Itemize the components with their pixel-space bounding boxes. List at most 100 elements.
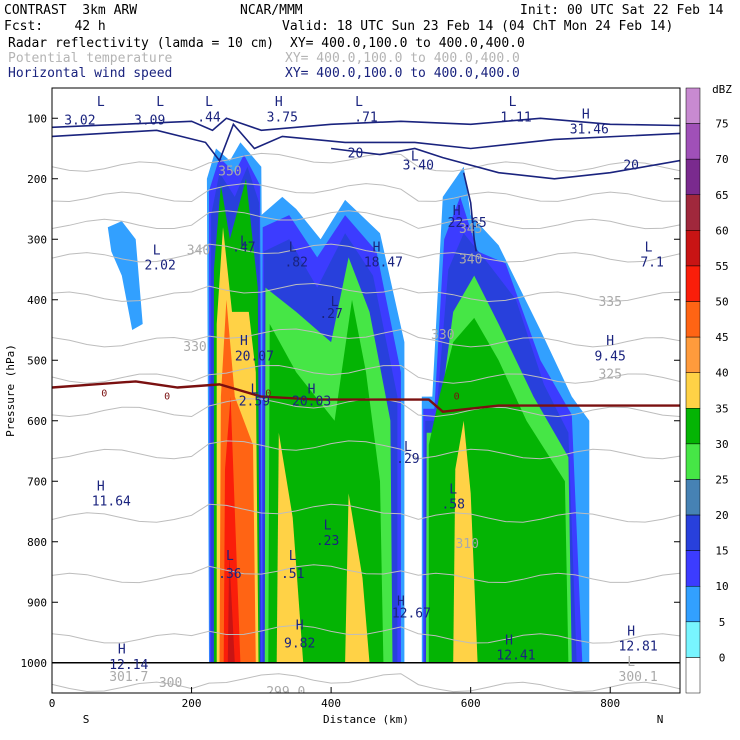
wind-extremum-label-7: 3.75 bbox=[267, 110, 298, 125]
theta-label-11: 299.0 bbox=[266, 685, 305, 700]
x-axis-title: Distance (km) bbox=[323, 713, 409, 726]
theta-contour-5 bbox=[52, 328, 680, 348]
wind-contour-layer bbox=[52, 117, 680, 664]
colorbar-level-7: 40 bbox=[715, 367, 728, 380]
theta-contour-0 bbox=[52, 152, 680, 172]
wind-extremum-label-55: 12.41 bbox=[496, 649, 535, 664]
wind-extremum-label-8: L bbox=[355, 95, 363, 110]
y-tick-label-6: 700 bbox=[27, 475, 47, 488]
x-tick-label-3: 600 bbox=[461, 697, 481, 710]
colorbar-level-13: 10 bbox=[715, 580, 728, 593]
colorbar-level-1: 70 bbox=[715, 153, 728, 166]
wind-extremum-label-53: 9.82 bbox=[284, 637, 315, 652]
reflectivity-band-14 bbox=[345, 493, 370, 663]
theta-label-9: 301.7 bbox=[109, 670, 148, 685]
field-name-wind: Horizontal wind speed bbox=[8, 66, 173, 81]
colorbar-swatch-11 bbox=[685, 479, 701, 516]
field-xy-reflectivity: XY= 400.0,100.0 to 400.0,400.0 bbox=[290, 36, 525, 51]
colorbar-swatch-12 bbox=[685, 514, 701, 551]
colorbar-swatch-14 bbox=[685, 585, 701, 623]
colorbar-level-0: 75 bbox=[715, 118, 728, 131]
wind-extremum-label-0: L bbox=[97, 95, 105, 110]
wind-extremum-label-49: .51 bbox=[281, 567, 304, 582]
theta-label-3: 340 bbox=[459, 252, 482, 267]
wind-extremum-label-22: L bbox=[289, 240, 297, 255]
org-label: NCAR/MMM bbox=[240, 3, 303, 18]
freezing-label-0: 0 bbox=[101, 389, 107, 400]
wind-extremum-label-23: .82 bbox=[284, 256, 307, 271]
y-tick-label-0: 100 bbox=[27, 112, 47, 125]
wind-extremum-label-44: L bbox=[324, 519, 332, 534]
reflectivity-band-7 bbox=[227, 553, 235, 663]
x-axis-south: S bbox=[83, 713, 90, 726]
wind-extremum-label-16: H bbox=[453, 204, 461, 219]
wind-extremum-label-54: H bbox=[505, 634, 513, 649]
reflectivity-band-20 bbox=[453, 420, 478, 663]
colorbar-swatch-0 bbox=[685, 87, 701, 124]
theta-contour-3 bbox=[52, 243, 680, 263]
wind-extremum-label-36: H bbox=[308, 383, 316, 398]
colorbar-level-15: 0 bbox=[719, 651, 726, 664]
y-tick-label-7: 800 bbox=[27, 536, 47, 549]
x-tick-label-2: 400 bbox=[321, 697, 341, 710]
x-tick-label-1: 200 bbox=[182, 697, 202, 710]
y-tick-label-4: 500 bbox=[27, 354, 47, 367]
wind-extremum-label-47: .36 bbox=[218, 567, 241, 582]
y-axis-title: Pressure (hPa) bbox=[4, 344, 17, 437]
colorbar-swatch-6 bbox=[685, 301, 701, 338]
wind-extremum-label-21: .47 bbox=[232, 240, 255, 255]
plot-frame bbox=[51, 87, 681, 694]
colorbar-swatch-10 bbox=[685, 443, 701, 480]
field-name-reflectivity: Radar reflectivity (lamda = 10 cm) bbox=[8, 36, 275, 51]
wind-extremum-label-50: H bbox=[397, 594, 405, 609]
wind-contour-0 bbox=[52, 117, 680, 132]
theta-label-0: 350 bbox=[218, 165, 241, 180]
colorbar-swatch-9 bbox=[685, 408, 701, 445]
colorbar-swatch-4 bbox=[685, 230, 701, 267]
wind-extremum-label-32: H bbox=[606, 334, 614, 349]
reflectivity-band-13 bbox=[276, 432, 304, 663]
wind-extremum-label-31: 20.07 bbox=[235, 349, 274, 364]
y-tick-label-5: 600 bbox=[27, 415, 47, 428]
wind-extremum-label-3: 3.09 bbox=[134, 113, 165, 128]
wind-extremum-label-14: L bbox=[411, 150, 419, 165]
theta-contour-10 bbox=[52, 564, 680, 584]
freezing-label-3: 0 bbox=[454, 392, 460, 403]
wind-extremum-label-48: L bbox=[289, 549, 297, 564]
wind-extremum-label-39: .29 bbox=[396, 452, 419, 467]
wind-extremum-label-17: 22.65 bbox=[448, 216, 487, 231]
colorbar-swatch-1 bbox=[685, 123, 701, 160]
wind-extremum-label-35: 2.59 bbox=[239, 395, 270, 410]
wind-contour-2 bbox=[331, 147, 680, 180]
colorbar-level-2: 65 bbox=[715, 189, 728, 202]
wind-extremum-label-46: L bbox=[226, 549, 234, 564]
field-xy-wind: XY= 400.0,100.0 to 400.0,400.0 bbox=[285, 66, 520, 81]
reflectivity-fill-layer bbox=[107, 142, 590, 663]
y-tick-label-3: 400 bbox=[27, 294, 47, 307]
theta-label-1: 345 bbox=[459, 222, 482, 237]
wind-extremum-label-5: .44 bbox=[197, 110, 221, 125]
wind-extremum-label-41: .58 bbox=[441, 498, 464, 513]
theta-contour-2 bbox=[52, 210, 680, 230]
theta-label-2: 340 bbox=[187, 243, 210, 258]
wind-extremum-label-13: 31.46 bbox=[570, 122, 609, 137]
theta-contour-1 bbox=[52, 183, 680, 203]
theta-label-12: L bbox=[627, 655, 635, 670]
wind-extremum-label-4: L bbox=[205, 95, 213, 110]
colorbar-level-12: 15 bbox=[715, 545, 728, 558]
wind-extremum-label-42: H bbox=[97, 479, 105, 494]
colorbar-level-9: 30 bbox=[715, 438, 728, 451]
wind-extremum-label-33: 9.45 bbox=[595, 349, 626, 364]
wind-extremum-label-52: H bbox=[296, 619, 304, 634]
wind-extremum-label-12: H bbox=[582, 107, 590, 122]
theta-label-5: 330 bbox=[183, 340, 206, 355]
y-tick-label-9: 1000 bbox=[21, 657, 48, 670]
colorbar-level-6: 45 bbox=[715, 331, 728, 344]
y-tick-label-8: 900 bbox=[27, 596, 47, 609]
colorbar-swatch-7 bbox=[685, 336, 701, 373]
theta-label-6: 330 bbox=[431, 328, 454, 343]
wind-extremum-label-59: 12.81 bbox=[619, 640, 658, 655]
